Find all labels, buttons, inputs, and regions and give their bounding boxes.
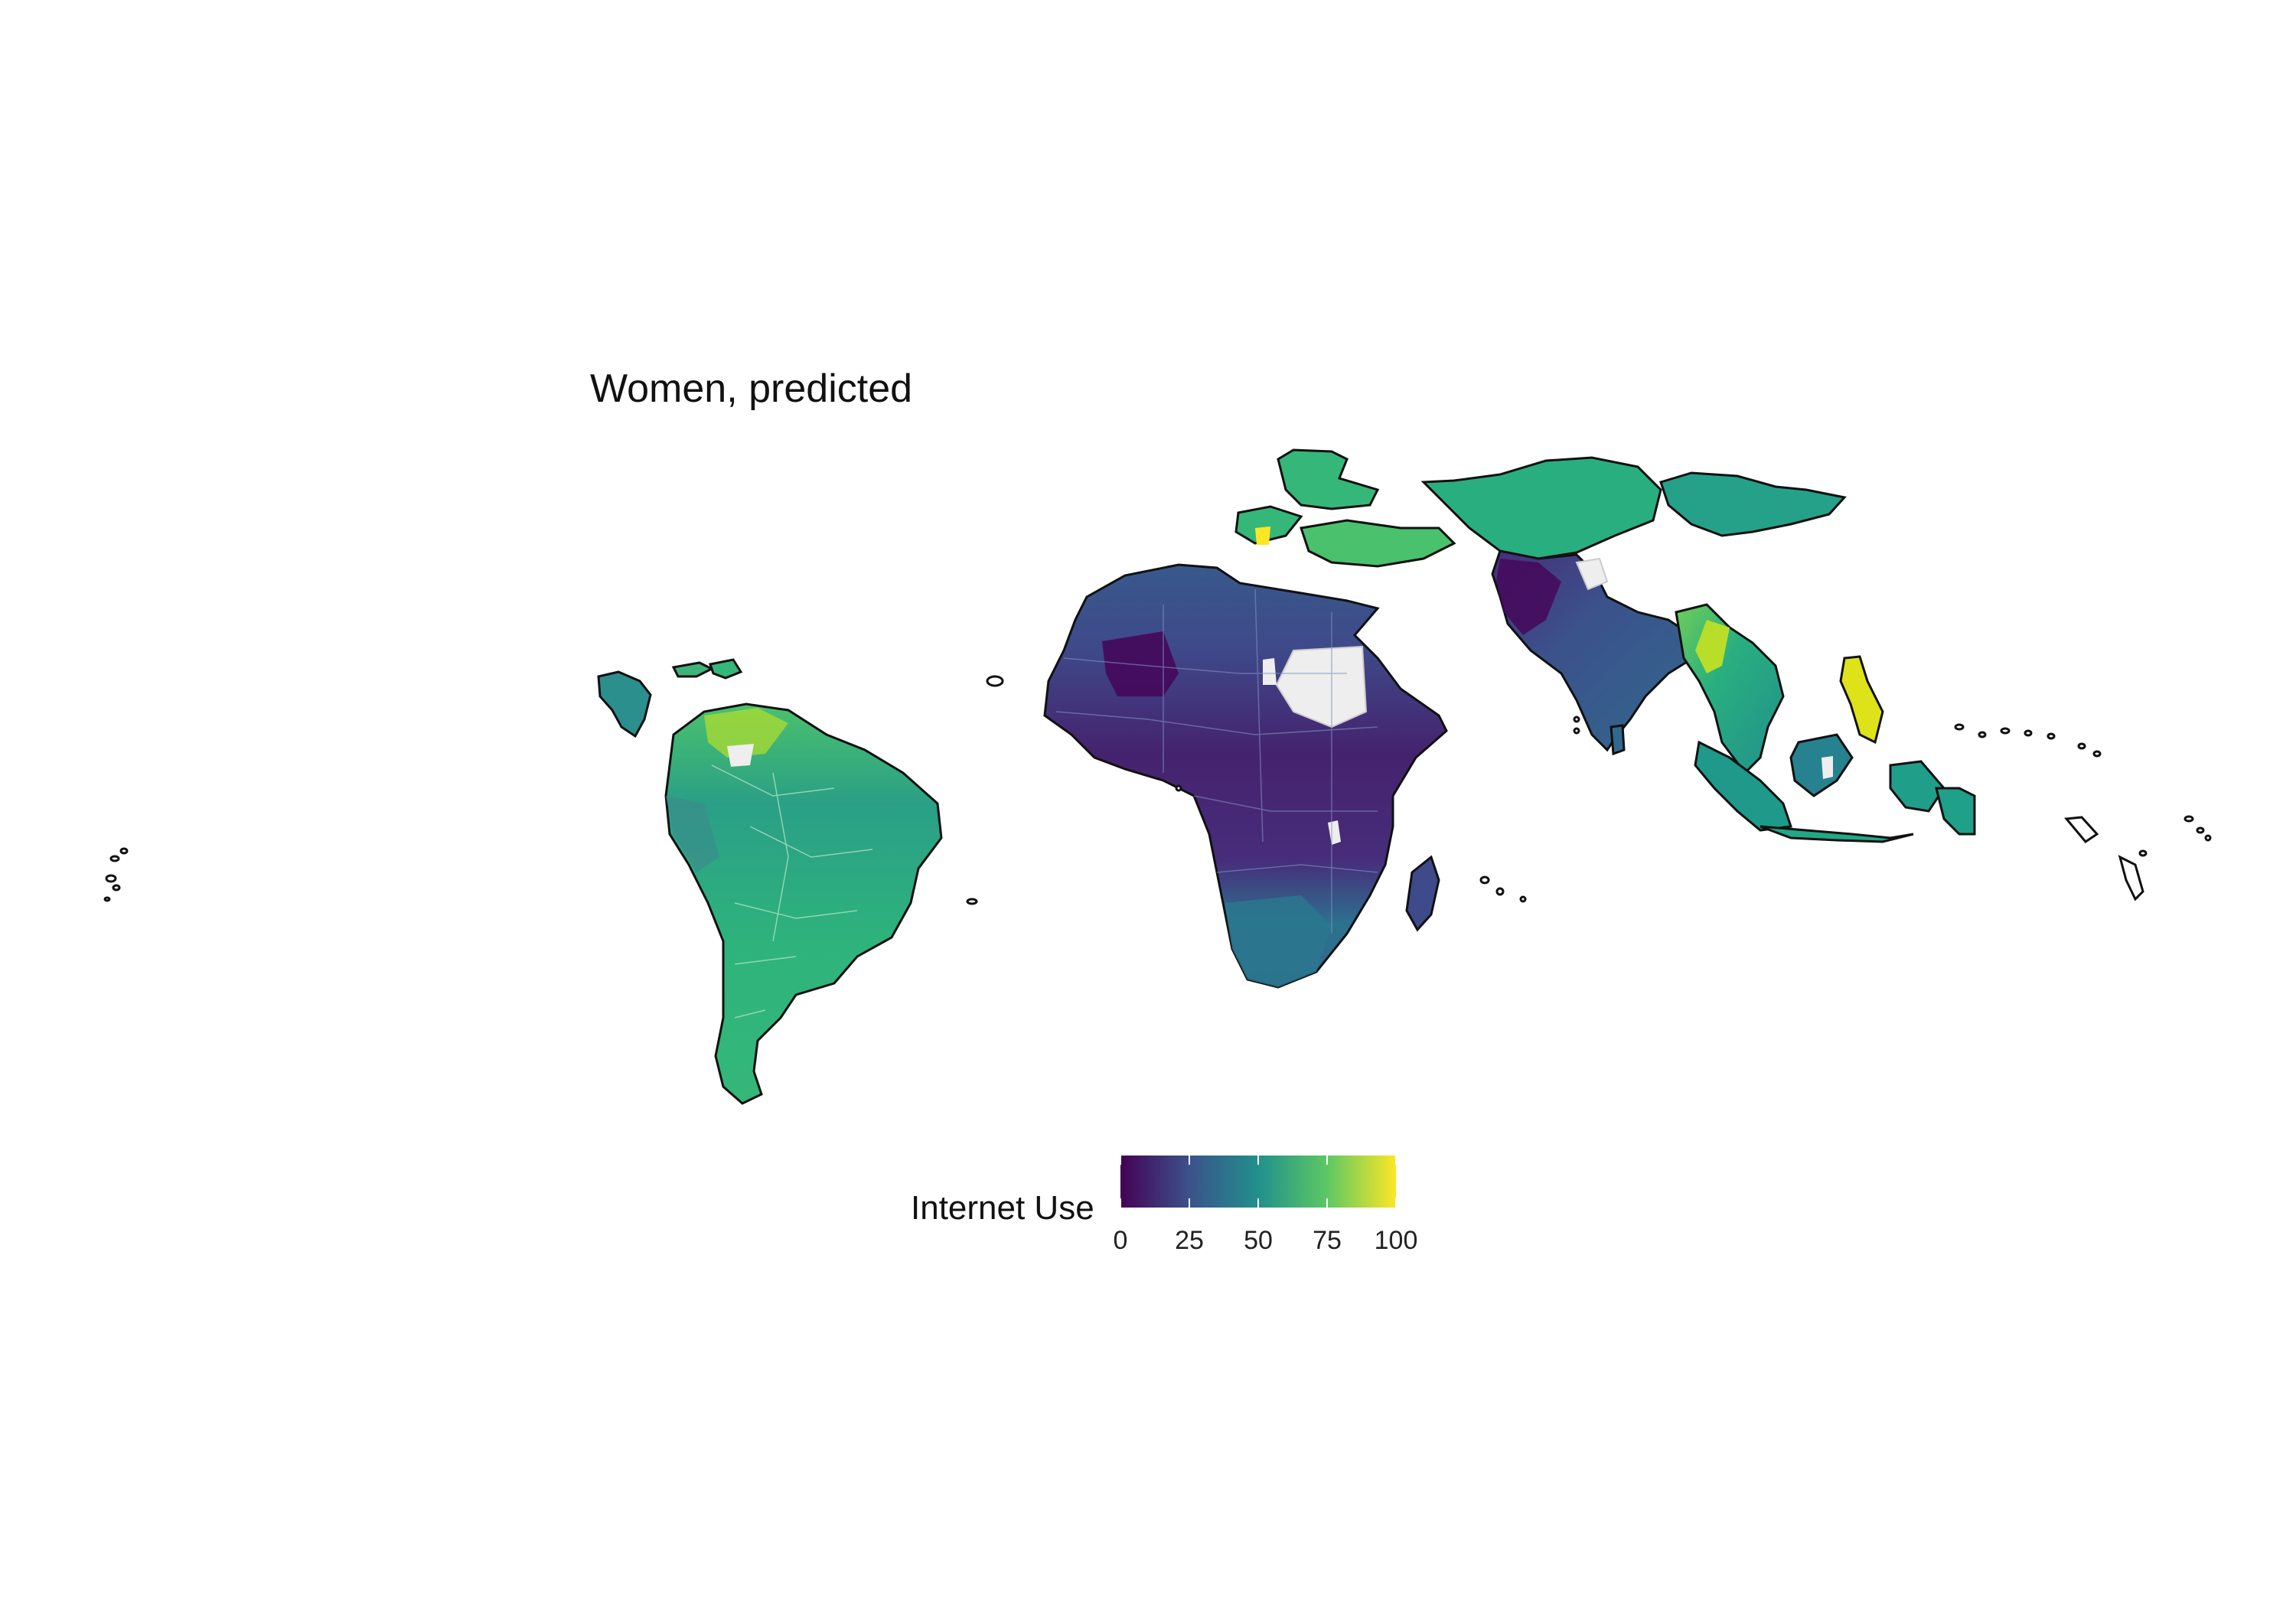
legend-tick-label: 75	[1313, 1226, 1342, 1255]
legend-tick-label: 0	[1113, 1226, 1128, 1255]
central-america-region	[597, 658, 743, 738]
color-legend: Internet Use 0 25 50 75 100	[911, 1156, 1431, 1278]
legend-title: Internet Use	[911, 1189, 1094, 1227]
eurasia-region	[1234, 448, 1847, 568]
south-america-region	[664, 702, 943, 1105]
legend-tick-label: 50	[1244, 1226, 1273, 1255]
legend-tick-label: 25	[1175, 1226, 1204, 1255]
legend-colorbar	[1120, 1156, 1396, 1208]
map-title: Women, predicted	[590, 367, 913, 411]
pacific-islands	[103, 675, 2212, 905]
south-asia-region	[1491, 549, 1701, 756]
legend-tick-label: 100	[1374, 1226, 1418, 1255]
southeast-asia-region	[1675, 603, 1976, 843]
africa-region	[1043, 563, 1448, 989]
